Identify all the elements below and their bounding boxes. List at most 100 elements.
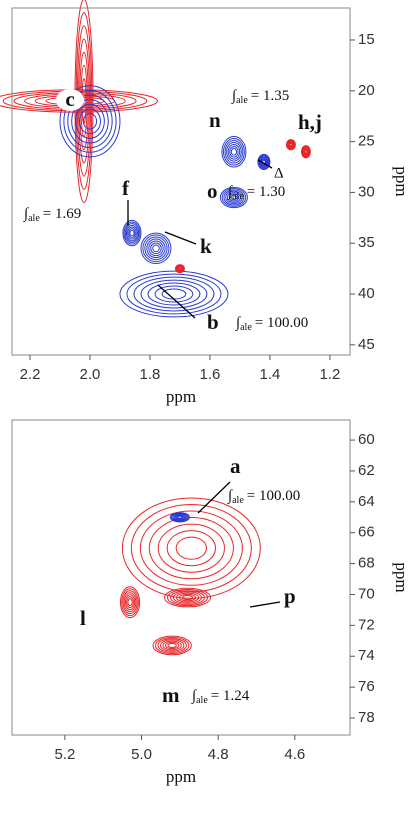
contour [227,143,241,160]
contour [222,138,245,166]
contour [157,638,187,653]
contour [228,193,240,202]
contour [302,147,310,156]
x-tick-label: 4.6 [284,746,305,763]
contour [175,592,200,603]
y-tick-label: 40 [358,285,375,302]
x-tick-label: 1.4 [259,366,280,383]
peak-label: f [122,176,130,200]
integral: ∫ale = 1.35 [231,88,289,106]
peak-label: p [284,584,296,608]
contour [127,226,137,240]
y-tick-label: 25 [358,133,375,150]
contour [300,145,311,159]
contour [174,514,185,521]
contour [178,593,197,602]
contour [304,149,308,154]
contour [119,270,229,318]
contour [122,219,142,247]
contour [126,273,222,315]
contour [140,279,208,309]
integral: ∫ale = 100.00 [235,315,308,333]
y-tick-label: 72 [358,616,375,633]
peaks-panel-2 [119,497,261,656]
contour [124,594,136,611]
contour [230,147,238,156]
contour [230,194,238,201]
contour [133,276,215,312]
integral-sub: ale [232,495,244,506]
contour [224,140,244,164]
integral: ∫ale = 1.24 [191,688,250,706]
leader [197,481,231,514]
integral-value: = 1.30 [247,184,285,200]
contour [172,513,188,522]
contour [123,592,137,613]
contour [229,145,239,158]
y-axis-title: ppm [392,166,411,196]
contour [174,264,185,274]
contour [161,288,187,300]
x-tick-label: 5.2 [54,746,75,763]
y-tick-label: 64 [358,493,375,510]
label-bg [56,89,84,111]
peak-label: l [80,606,86,630]
contour [287,141,295,149]
contour [169,512,190,523]
x-axis-title: ppm [166,387,196,406]
contour [128,228,136,239]
peak-label: c [65,87,74,111]
contour [178,267,182,271]
contour [173,513,187,521]
peak-label: a [230,454,241,478]
contour [177,515,183,519]
contour [223,189,245,206]
contour [123,221,141,245]
y-axis-title: ppm [392,562,411,592]
peaks-panel-1 [0,0,311,318]
contour [219,186,248,209]
contour [176,265,184,272]
peak-label: Δ [274,165,284,181]
integral-value: = 100.00 [255,315,308,331]
x-axis-title: ppm [166,767,196,786]
contour [150,242,162,255]
axes-panel-2: 5.2 5.0 4.8 4.6 60 62 64 66 68 70 72 74 76 78 ppm ppm [54,431,411,786]
contour [166,530,216,567]
contour [125,224,138,242]
contour [302,146,310,157]
contour [285,139,296,151]
leader [157,284,196,319]
x-tick-label: 4.8 [208,746,229,763]
contour [152,635,192,656]
contour [159,639,185,652]
integral-sign: ∫ [191,688,198,704]
contour [175,264,185,273]
y-tick-label: 60 [358,431,375,448]
integral-sub: ale [240,322,252,333]
peak-label: k [200,234,212,258]
contour [78,108,101,135]
contour [126,596,134,609]
contour [288,141,294,148]
integral-sub: ale [196,695,208,706]
contour [258,155,269,169]
y-tick-label: 20 [358,82,375,99]
leader [249,601,281,608]
leader [164,231,197,245]
contour [257,153,271,171]
integral-sub: ale [236,95,248,106]
contour [59,85,121,158]
contour [175,515,184,520]
contour [164,641,180,650]
contour [122,590,138,615]
y-tick-label: 15 [358,31,375,48]
contour [157,523,225,573]
x-tick-label: 1.2 [319,366,340,383]
integral-value: = 1.69 [43,206,81,222]
contour [75,103,105,139]
contour [164,587,212,608]
contour [288,142,293,147]
y-tick-label: 68 [358,555,375,572]
x-tick-label: 5.0 [131,746,152,763]
